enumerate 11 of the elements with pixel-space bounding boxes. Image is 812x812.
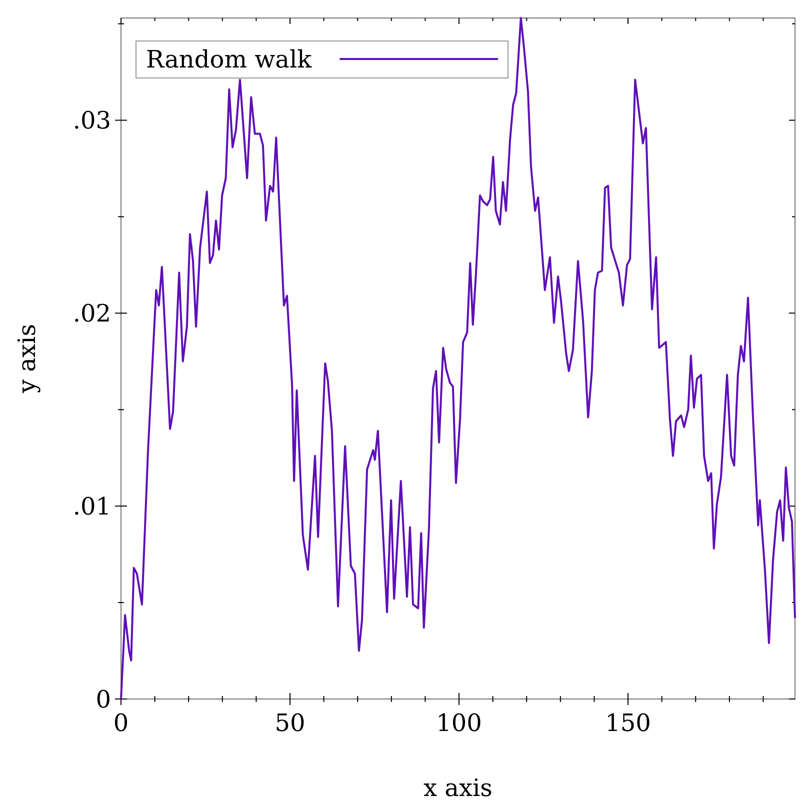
x-tick-label: 0 (113, 709, 129, 737)
x-tick-label: 50 (274, 709, 306, 737)
x-axis-title: x axis (424, 774, 492, 802)
y-tick-label: 0 (96, 685, 111, 714)
y-tick-label: .03 (72, 106, 111, 135)
x-tick-label: 150 (605, 709, 651, 737)
x-tick-label: 100 (436, 709, 482, 737)
series-label: Random walk (146, 45, 312, 74)
y-tick-label: .01 (72, 492, 111, 520)
y-tick-label: .02 (72, 300, 111, 328)
y-axis-title: y axis (13, 324, 41, 394)
